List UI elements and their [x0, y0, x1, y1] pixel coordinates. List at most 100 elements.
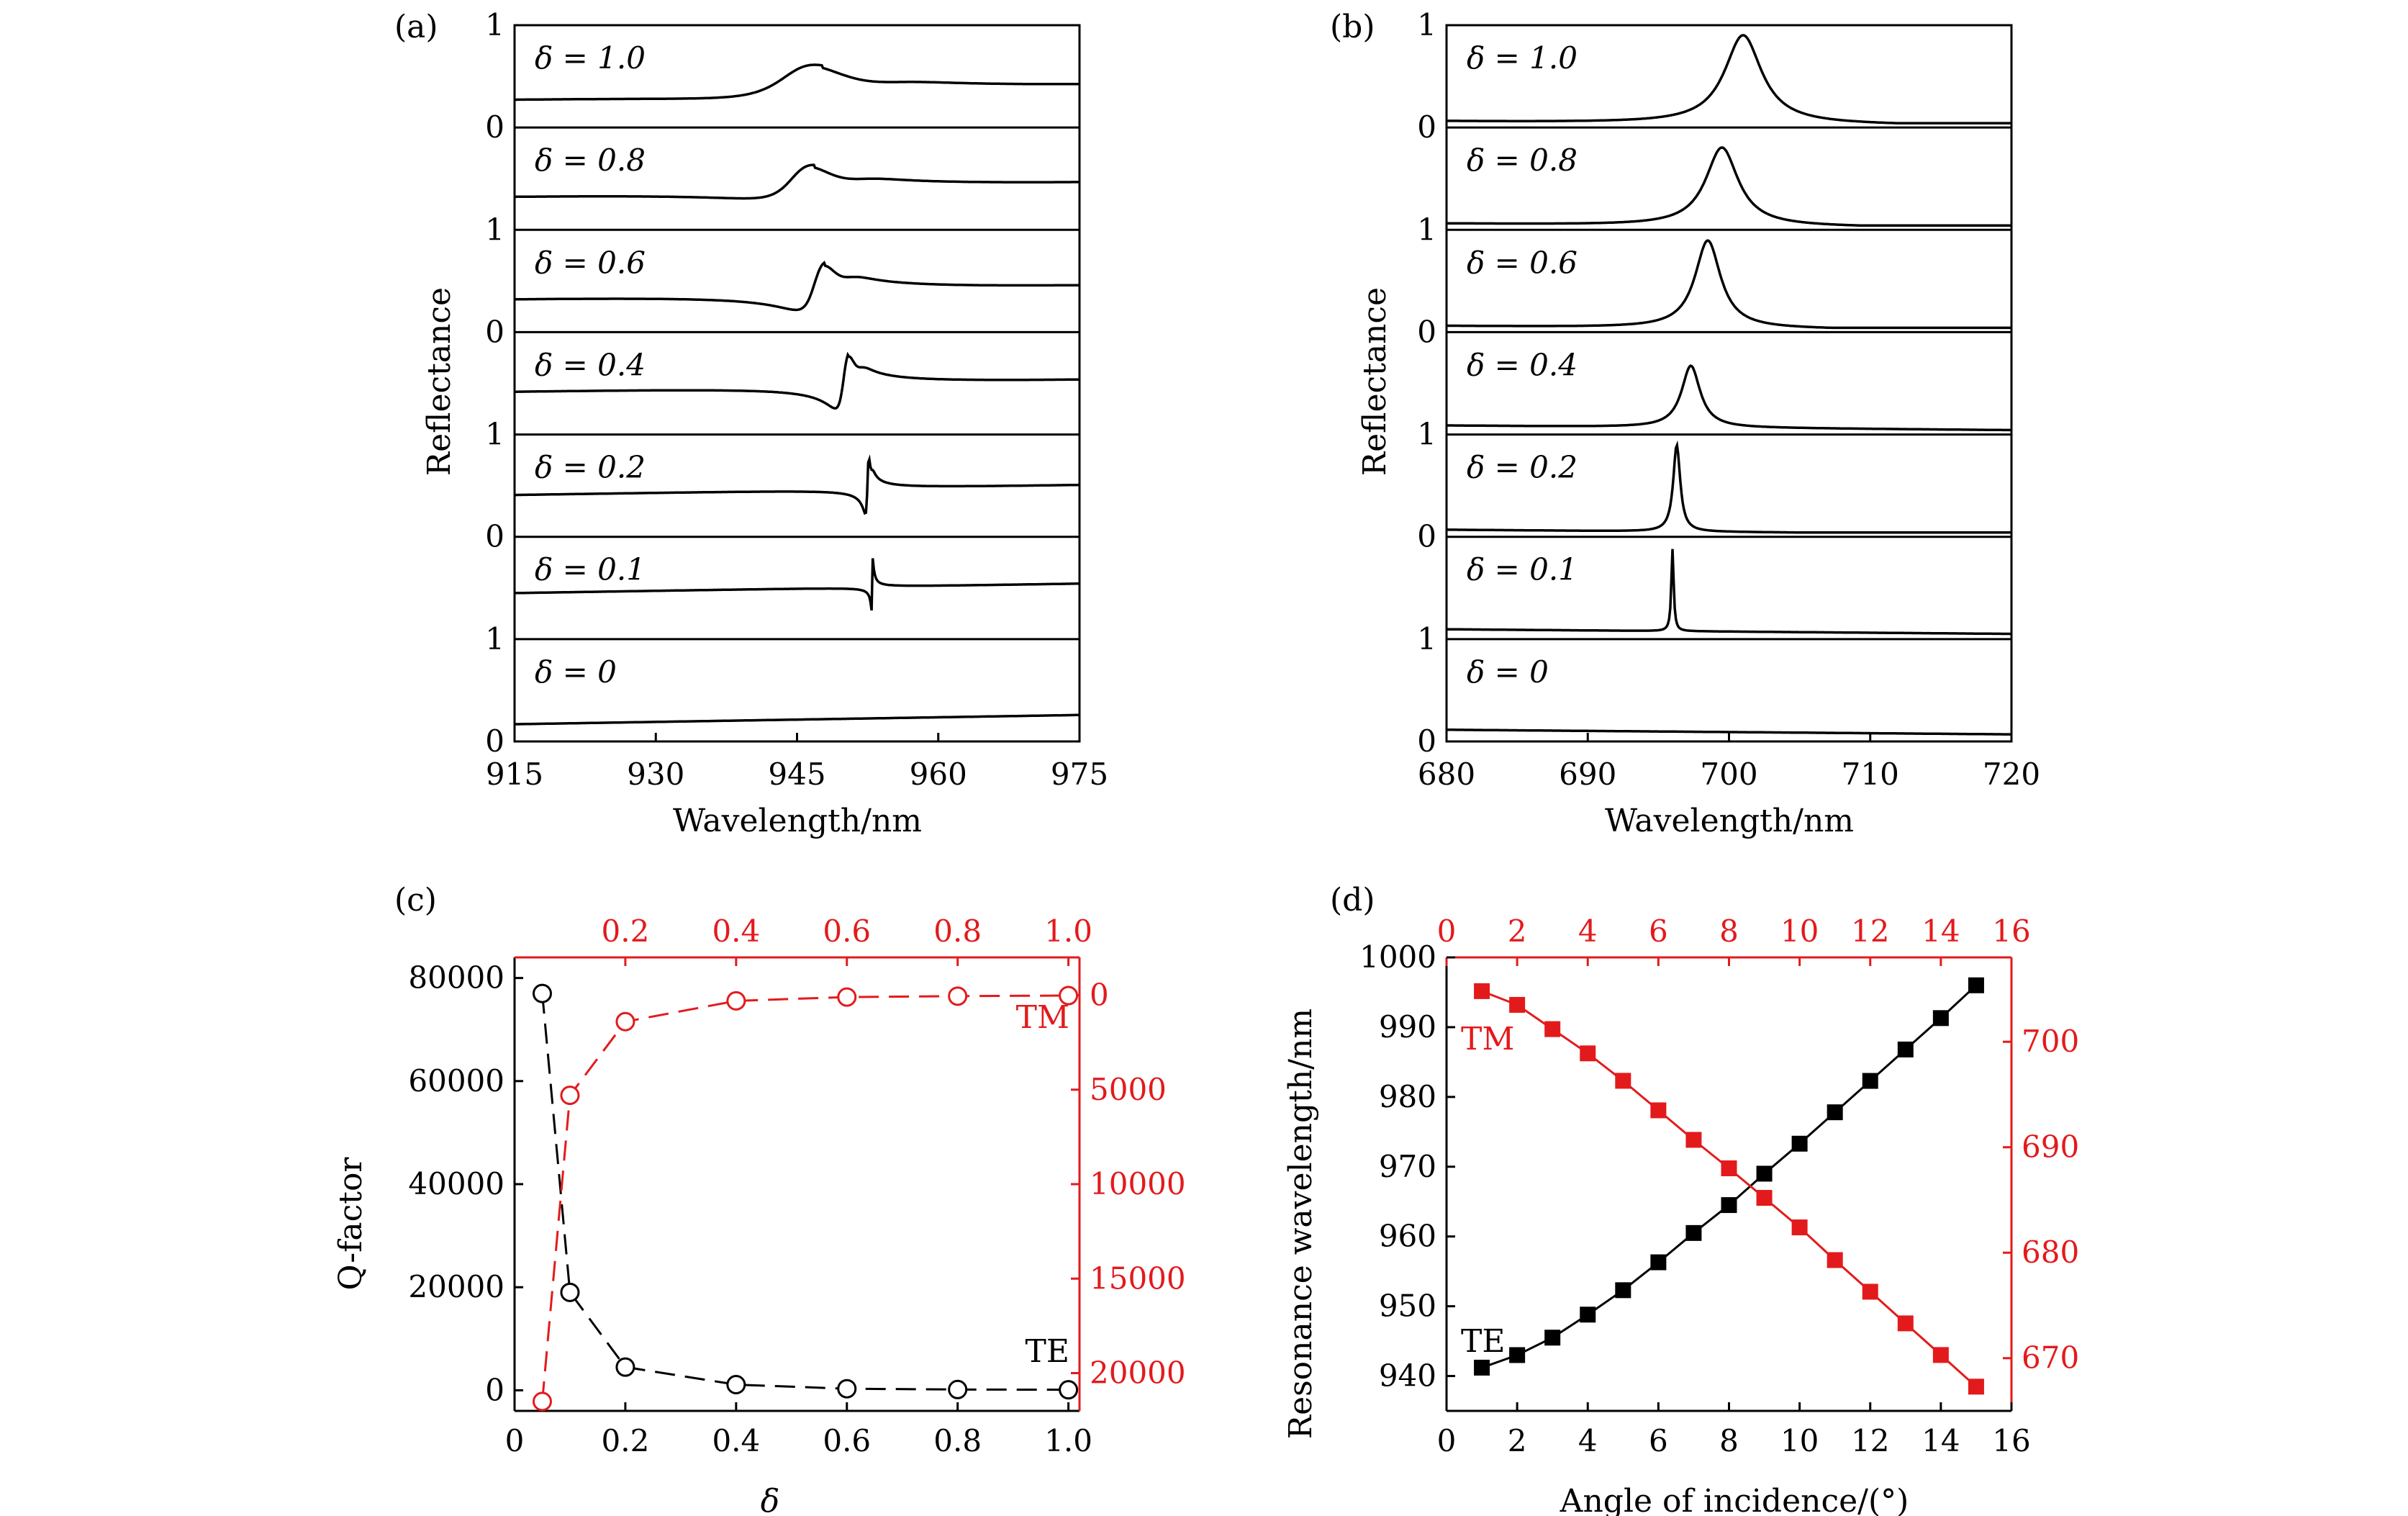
panel-a-curve — [514, 713, 1080, 726]
panel-a-curve — [515, 454, 1079, 515]
panel-c-y-tick-label: 20000 — [408, 1269, 504, 1304]
panel-b-series-label: δ = 1.0 — [1467, 40, 1578, 76]
panel-d-y-tick-label: 960 — [1379, 1219, 1436, 1254]
panel-a-y-tick-label: 1 — [485, 212, 504, 247]
panel-c-ylabel: Q-factor — [332, 1157, 369, 1291]
panel-c-te-point — [726, 1374, 746, 1394]
panel-b-y-tick-label: 1 — [1417, 7, 1436, 42]
panel-d-top-tick-label: 8 — [1719, 913, 1739, 949]
panel-a-xlabel: Wavelength/nm — [673, 803, 922, 839]
panel-c-tm-line — [541, 994, 1069, 1402]
panel-c-te-point — [532, 983, 552, 1003]
panel-d-tm-point — [1756, 1190, 1773, 1206]
panel-b-x-tick-label: 680 — [1418, 757, 1475, 792]
panel-d-te-point — [1862, 1073, 1878, 1089]
panel-d-te-point — [1897, 1041, 1914, 1057]
panel-d-te-point — [1827, 1104, 1843, 1121]
panel-c-label: (c) — [394, 882, 437, 919]
panel-a-y-tick-label: 1 — [485, 621, 504, 657]
panel-c-x-tick-label: 0 — [505, 1423, 525, 1458]
panel-b-curve — [1447, 34, 2011, 125]
panel-d-y-tick-label: 1000 — [1359, 939, 1436, 975]
panel-b-curve — [1447, 440, 2011, 534]
panel-c-top-tick-label: 0.2 — [602, 913, 650, 949]
panel-d-y2-tick-label: 680 — [2022, 1235, 2079, 1270]
panel-c-x-tick-label: 0.6 — [823, 1423, 871, 1458]
panel-a-series-label: δ = 0.8 — [535, 143, 646, 178]
panel-c-y2-tick-label: 5000 — [1090, 1072, 1167, 1107]
panel-b-label: (b) — [1330, 9, 1375, 45]
panel-d-tm-point — [1650, 1102, 1667, 1119]
panel-c-te-label: TE — [1026, 1333, 1069, 1370]
panel-d-tm-point — [1544, 1021, 1561, 1037]
panel-d-te-point — [1580, 1307, 1596, 1323]
panel-a-x-tick-label: 930 — [627, 757, 684, 792]
panel-c-x-tick-label: 0.4 — [712, 1423, 760, 1458]
panel-c-tm-point — [1059, 985, 1079, 1006]
panel-d-y2-tick-label: 670 — [2022, 1340, 2079, 1376]
panel-d-ylabel: Resonance wavelength/nm — [1282, 1009, 1319, 1439]
panel-b-x-tick-label: 690 — [1559, 757, 1616, 792]
panel-c-y-tick-label: 60000 — [408, 1063, 504, 1098]
panel-d-te-point — [1932, 1010, 1949, 1027]
panel-a-y-tick-label: 0 — [485, 314, 504, 349]
panel-a-y-tick-label: 0 — [485, 519, 504, 554]
panel-d-label: (d) — [1330, 882, 1375, 919]
panel-c-y-tick-label: 80000 — [408, 960, 504, 996]
panel-c-x-tick-label: 0.2 — [602, 1423, 650, 1458]
panel-d-top-tick-label: 2 — [1508, 913, 1527, 949]
panel-b-curve — [1447, 364, 2011, 432]
panel-d-top-tick-label: 4 — [1578, 913, 1598, 949]
panel-b-x-tick-label: 700 — [1700, 757, 1757, 792]
panel-d-tm-point — [1827, 1252, 1843, 1268]
panel-d-te-point — [1474, 1359, 1490, 1376]
panel-c-te-point — [837, 1379, 857, 1399]
panel-d-tm-point — [1685, 1132, 1702, 1148]
panel-c-y2-tick-label: 20000 — [1090, 1355, 1186, 1391]
panel-b-y-tick-label: 1 — [1417, 621, 1436, 657]
panel-d-x-tick-label: 2 — [1508, 1423, 1527, 1458]
panel-b-y-tick-label: 0 — [1417, 109, 1436, 145]
panel-b: δ = 1.0 δ = 0.8 δ = 0.6 δ = 0.4 δ = 0.2 δ = 0… — [1417, 7, 2040, 792]
panel-b-series-label: δ = 0.1 — [1467, 552, 1578, 587]
panel-c-te-point — [560, 1282, 580, 1302]
panel-c-top-tick-label: 1.0 — [1044, 913, 1092, 949]
panel-d-y-tick-label: 950 — [1379, 1289, 1436, 1324]
panel-a-curve — [515, 163, 1079, 200]
panel-d-top-tick-label: 0 — [1437, 913, 1457, 949]
panel-a-label: (a) — [394, 9, 438, 45]
panel-c-x-tick-label: 0.8 — [933, 1423, 982, 1458]
panel-d-tm-label: TM — [1461, 1021, 1514, 1057]
panel-a: δ = 1.0 δ = 0.8 δ = 0.6 δ = 0.4 δ = 0.2 δ = 0… — [485, 7, 1108, 792]
panel-c-top-tick-label: 0.8 — [933, 913, 982, 949]
panel-d-tm-point — [1721, 1160, 1737, 1177]
panel-d-xlabel: Angle of incidence/(°) — [1560, 1483, 1909, 1516]
panel-c-tm-point — [615, 1011, 635, 1032]
panel-c-y2-tick-label: 10000 — [1090, 1166, 1186, 1201]
panel-b-series-label: δ = 0.8 — [1467, 143, 1578, 178]
panel-b-x-tick-label: 720 — [1983, 757, 2040, 792]
panel-b-series-label: δ = 0 — [1467, 654, 1549, 690]
panel-d-x-tick-label: 14 — [1922, 1423, 1960, 1458]
panel-d-tm-point — [1474, 983, 1490, 999]
panel-d-te-point — [1650, 1254, 1667, 1271]
panel-d-te-label: TE — [1461, 1323, 1505, 1360]
panel-b-curve — [1447, 146, 2011, 227]
panel-c-te-point — [948, 1379, 968, 1399]
panel-b-curve — [1446, 728, 2012, 736]
panel-a-x-tick-label: 915 — [486, 757, 543, 792]
panel-d-te-point — [1756, 1165, 1773, 1182]
panel-d-x-tick-label: 4 — [1578, 1423, 1598, 1458]
panel-d-y-tick-label: 970 — [1379, 1149, 1436, 1184]
panel-d-top-tick-label: 6 — [1649, 913, 1668, 949]
panel-c-y-tick-label: 40000 — [408, 1166, 504, 1201]
panel-a-y-tick-label: 0 — [485, 723, 504, 759]
panel-b-y-tick-label: 0 — [1417, 723, 1436, 759]
panel-d-te-point — [1544, 1330, 1561, 1346]
panel-d-top-tick-label: 14 — [1922, 913, 1960, 949]
panel-a-x-tick-label: 960 — [910, 757, 967, 792]
panel-c-tm-label: TM — [1016, 999, 1069, 1036]
panel-d-top-tick-label: 16 — [1992, 913, 2030, 949]
panel-b-ylabel: Reflectance — [1357, 287, 1393, 476]
